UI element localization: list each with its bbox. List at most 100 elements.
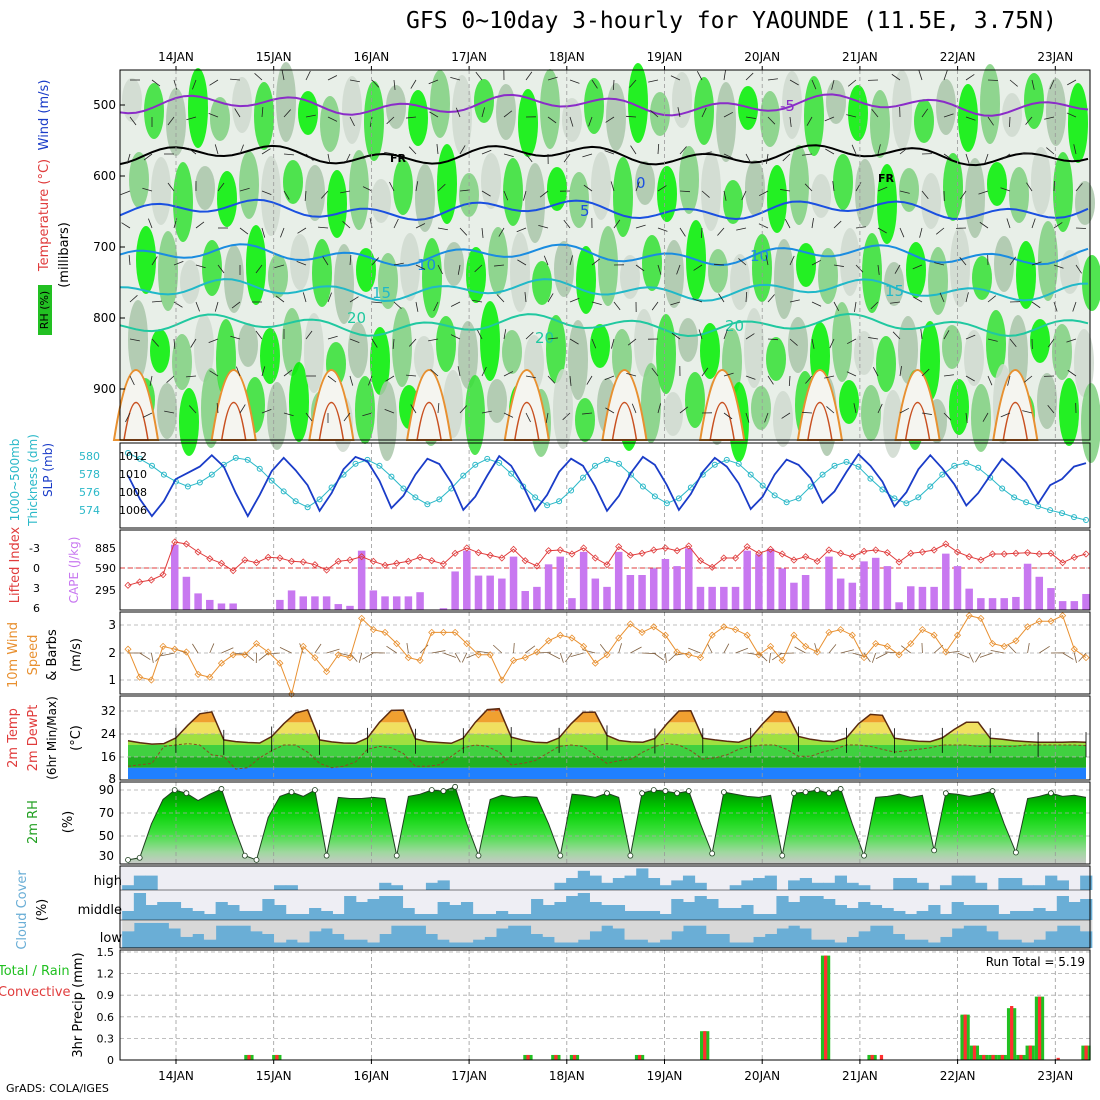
rh-shading [254, 82, 274, 150]
wind-barb [525, 331, 534, 340]
wind-speed-point [1047, 617, 1055, 625]
wind-speed-point [953, 631, 962, 639]
rh-tick: 50 [99, 829, 114, 843]
cape-bar [649, 568, 658, 610]
thickness-tick: 578 [79, 468, 100, 481]
wind-tick: 3 [108, 618, 116, 632]
wind-barb [386, 116, 395, 125]
rh-shading [546, 315, 566, 383]
lifted-index-point [533, 562, 541, 570]
rh-shading [525, 163, 545, 243]
rh-shading [459, 173, 479, 217]
rh-shading [364, 81, 384, 161]
wind-barb [604, 150, 615, 155]
cloud-bar [589, 931, 602, 948]
cloud-bar [717, 908, 731, 920]
wind-barb [670, 75, 681, 81]
wind-axis-label: 10m Wind [6, 622, 21, 688]
cloud-clear [589, 920, 602, 932]
temp-tick: 16 [101, 750, 116, 764]
rh-shading [157, 383, 177, 439]
rh-shading [1030, 319, 1050, 363]
wind-speed-point [977, 614, 985, 622]
rh-shading [980, 64, 1000, 144]
lifted-index-point [311, 561, 319, 569]
cloud-clear [682, 920, 696, 926]
cloud-bar [1033, 939, 1046, 948]
date-label-bottom: 14JAN [158, 1069, 194, 1083]
wind-barb [767, 78, 778, 81]
wind-barb [1046, 147, 1055, 155]
wind-barb [524, 645, 536, 654]
rh-point [288, 789, 295, 796]
wind-barb [779, 652, 794, 654]
cloud-level-label: high [94, 874, 122, 889]
precip-convective-label: Convective [0, 985, 71, 1000]
wind-barb [565, 652, 573, 663]
cloud-axis-label: Cloud Cover [15, 870, 30, 950]
wind-barb [987, 116, 994, 126]
lifted-index-point [147, 576, 155, 584]
rh-point [720, 789, 727, 796]
thickness-point [915, 494, 922, 501]
precip-tick: 0.9 [97, 989, 115, 1002]
lifted-index-point [638, 549, 646, 557]
lifted-index-point [696, 557, 705, 565]
cape-bar [1047, 588, 1055, 610]
wind-barb [481, 149, 492, 155]
temp-band [128, 711, 1086, 723]
rh-shading [173, 162, 193, 242]
wind-barb [735, 647, 749, 654]
wind-barb [855, 264, 864, 273]
wind-barb [481, 190, 491, 197]
thickness-point [1047, 507, 1054, 514]
wind-barb [780, 189, 791, 192]
cloud-bar [425, 882, 439, 890]
cape-bar [977, 598, 985, 610]
wind-speed-point [755, 651, 763, 659]
cloud-bar [203, 939, 217, 948]
wind-barb [304, 190, 307, 201]
cloud-bar [168, 928, 182, 948]
cloud-clear [811, 920, 824, 940]
wind-speed-point [1070, 645, 1078, 653]
rh-point [791, 790, 797, 797]
date-label-bottom: 19JAN [647, 1069, 683, 1083]
thickness-point [795, 495, 802, 502]
wind-barb [538, 225, 549, 229]
cloud-bar [788, 902, 801, 920]
wind-barb [912, 264, 923, 270]
rh-tick: 30 [99, 849, 114, 863]
wind-barb [723, 643, 730, 654]
wind-barb [713, 263, 725, 266]
rh-shading [327, 170, 347, 238]
wind-barb [582, 153, 593, 158]
cloud-bar [437, 902, 450, 920]
rh-shading [971, 384, 991, 452]
cloud-bar [939, 936, 953, 948]
thickness-point [711, 461, 718, 468]
cloud-bar [647, 878, 661, 890]
wind-barb [701, 190, 710, 198]
wind-barb [618, 643, 622, 654]
lifted-index-point [509, 545, 518, 553]
wind-barb [208, 113, 219, 118]
date-label-top: 21JAN [842, 50, 878, 64]
thickness-point [1059, 510, 1066, 517]
date-label-top: 16JAN [354, 50, 390, 64]
cloud-bar [881, 925, 894, 948]
cloud-bar [636, 868, 649, 890]
cloud-bar [192, 934, 205, 948]
rh-shading [144, 83, 164, 139]
rh-shading [422, 238, 442, 318]
lifted-index-point [334, 557, 342, 565]
wind-barb [384, 151, 395, 155]
lifted-index-point [580, 544, 588, 552]
cloud-bar [612, 905, 626, 920]
wind-barb [767, 294, 775, 303]
lifted-index-point [977, 556, 985, 564]
isotherm-label: 15 [885, 282, 904, 300]
cloud-bar [904, 914, 918, 920]
rh-shading [1009, 167, 1029, 223]
wind-barb [459, 145, 466, 155]
